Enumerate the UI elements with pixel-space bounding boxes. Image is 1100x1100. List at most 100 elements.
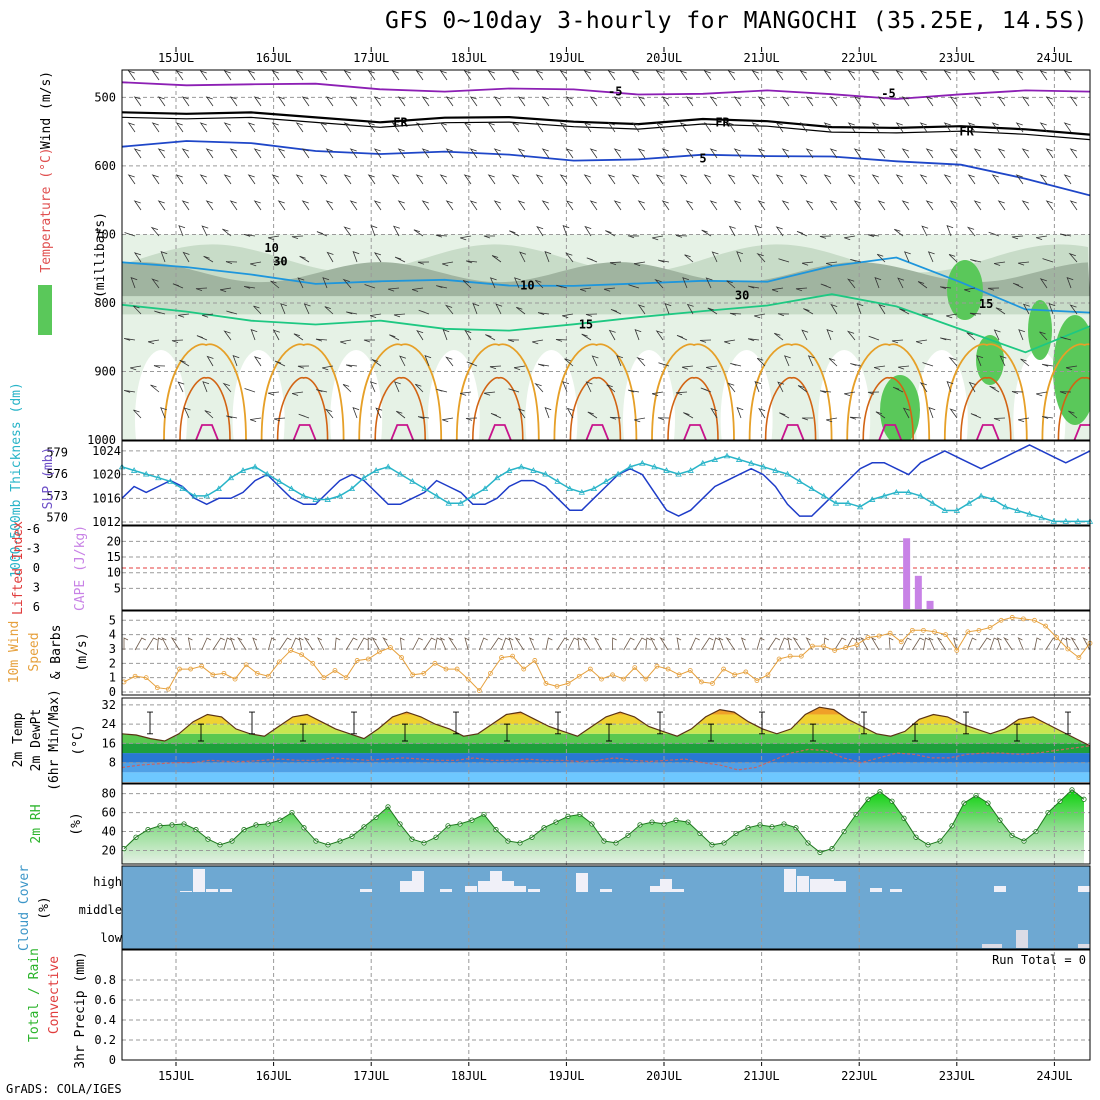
wind-barb xyxy=(489,277,497,289)
wind-barb xyxy=(976,355,984,367)
wind-barb xyxy=(1048,303,1056,315)
series-thickness-line xyxy=(121,455,1090,523)
wind-barb xyxy=(613,200,622,211)
y-axis-unit-rh: (%) xyxy=(69,812,84,835)
isotherm-20 xyxy=(260,343,345,440)
surface-wind-barb xyxy=(1070,637,1080,651)
wind-barb xyxy=(664,303,672,315)
date-label-bottom: 24JUL xyxy=(1036,1069,1072,1083)
wind-barb xyxy=(847,278,856,289)
wind-barb xyxy=(367,122,376,133)
wind-barb xyxy=(511,70,520,81)
wind-barb xyxy=(799,122,808,133)
wind-barb xyxy=(324,306,334,315)
wind-barb xyxy=(133,409,142,419)
isotherm-15 xyxy=(122,293,1090,354)
wind-barb xyxy=(820,283,832,289)
wind-barb xyxy=(661,200,670,211)
wind-barb xyxy=(544,251,552,263)
wind-barb xyxy=(700,387,712,393)
wind-barb xyxy=(995,307,1006,315)
wind-barb xyxy=(1063,174,1072,185)
contour-label: FR xyxy=(715,115,730,129)
isotherm-10 xyxy=(122,256,1090,314)
wind-barb xyxy=(844,391,856,397)
temp-minmax-bar xyxy=(147,711,153,735)
wind-barb xyxy=(369,313,382,318)
wind-barb xyxy=(555,339,568,342)
wind-barb xyxy=(997,96,1006,107)
y-tick-label: 0 xyxy=(109,685,116,699)
wind-barb xyxy=(445,356,454,367)
cape-bar xyxy=(903,538,911,609)
wind-barb xyxy=(727,70,736,81)
y-axis-label-slp: SLP (mb) xyxy=(41,447,56,510)
wind-barb xyxy=(608,329,616,341)
temp-minmax-bar xyxy=(1065,711,1071,735)
isotherm-30 xyxy=(585,424,610,440)
y-axis-label-2m-temp: 2m Temp xyxy=(11,712,26,767)
surface-wind-barb xyxy=(145,637,158,651)
wind-barb xyxy=(946,381,954,393)
wind-barb xyxy=(579,287,592,292)
wind-barb xyxy=(993,417,1006,421)
wind-barb xyxy=(946,313,958,319)
surface-wind-barb xyxy=(718,637,724,651)
wind-barb xyxy=(1065,365,1078,371)
wind-barb xyxy=(925,200,934,211)
y-tick-label: 0.2 xyxy=(94,1033,116,1047)
wind-barb xyxy=(469,96,478,107)
wind-barb xyxy=(675,391,688,396)
wind-barb xyxy=(847,174,856,185)
wind-barb xyxy=(421,200,430,211)
wind-barb xyxy=(736,251,744,263)
wind-barb xyxy=(537,312,550,315)
wind-barb xyxy=(783,355,791,367)
wind-barb xyxy=(202,381,210,393)
dewpoint-2m-line xyxy=(121,745,1091,771)
cloud-bar-high xyxy=(660,879,672,892)
wind-barb xyxy=(967,122,976,133)
wind-barb xyxy=(133,96,142,107)
wind-barb xyxy=(867,234,880,238)
wind-barb xyxy=(253,305,262,315)
wind-barb xyxy=(757,200,766,211)
wind-barb xyxy=(271,174,280,185)
wind-barb xyxy=(892,386,904,393)
wind-barb xyxy=(495,303,503,315)
wind-barb xyxy=(301,148,310,159)
y-tick-label: high xyxy=(93,875,122,889)
wind-barb xyxy=(364,284,376,289)
wind-barb xyxy=(183,407,191,419)
wind-barb xyxy=(658,362,670,367)
wind-barb xyxy=(747,338,760,342)
wind-barb xyxy=(181,96,190,107)
wind-barb xyxy=(724,339,736,345)
wind-barb xyxy=(267,391,280,396)
wind-barb xyxy=(795,287,808,292)
wind-barb xyxy=(267,235,280,241)
date-label-bottom: 20JUL xyxy=(646,1069,682,1083)
wind-barb xyxy=(562,225,570,237)
wind-barb xyxy=(727,382,736,393)
wind-barb xyxy=(1017,261,1030,266)
wind-barb xyxy=(584,225,592,237)
wind-barb xyxy=(1036,391,1048,397)
wind-barb xyxy=(229,96,238,107)
surface-wind-barb xyxy=(229,637,236,651)
wind-barb xyxy=(392,225,400,237)
wind-barb xyxy=(177,313,190,318)
panel-frame xyxy=(121,697,1091,784)
wind-barb xyxy=(394,256,406,263)
wind-barb xyxy=(583,70,592,81)
wind-barb xyxy=(460,235,472,241)
surface-wind-barb xyxy=(967,637,977,651)
wind-barb xyxy=(421,96,430,107)
y-tick-label: 600 xyxy=(94,159,116,173)
wind-barb xyxy=(775,226,784,237)
contour-label: 10 xyxy=(264,241,278,255)
wind-barb xyxy=(411,287,424,292)
wind-barb xyxy=(243,234,256,237)
surface-wind-barb xyxy=(439,637,447,651)
